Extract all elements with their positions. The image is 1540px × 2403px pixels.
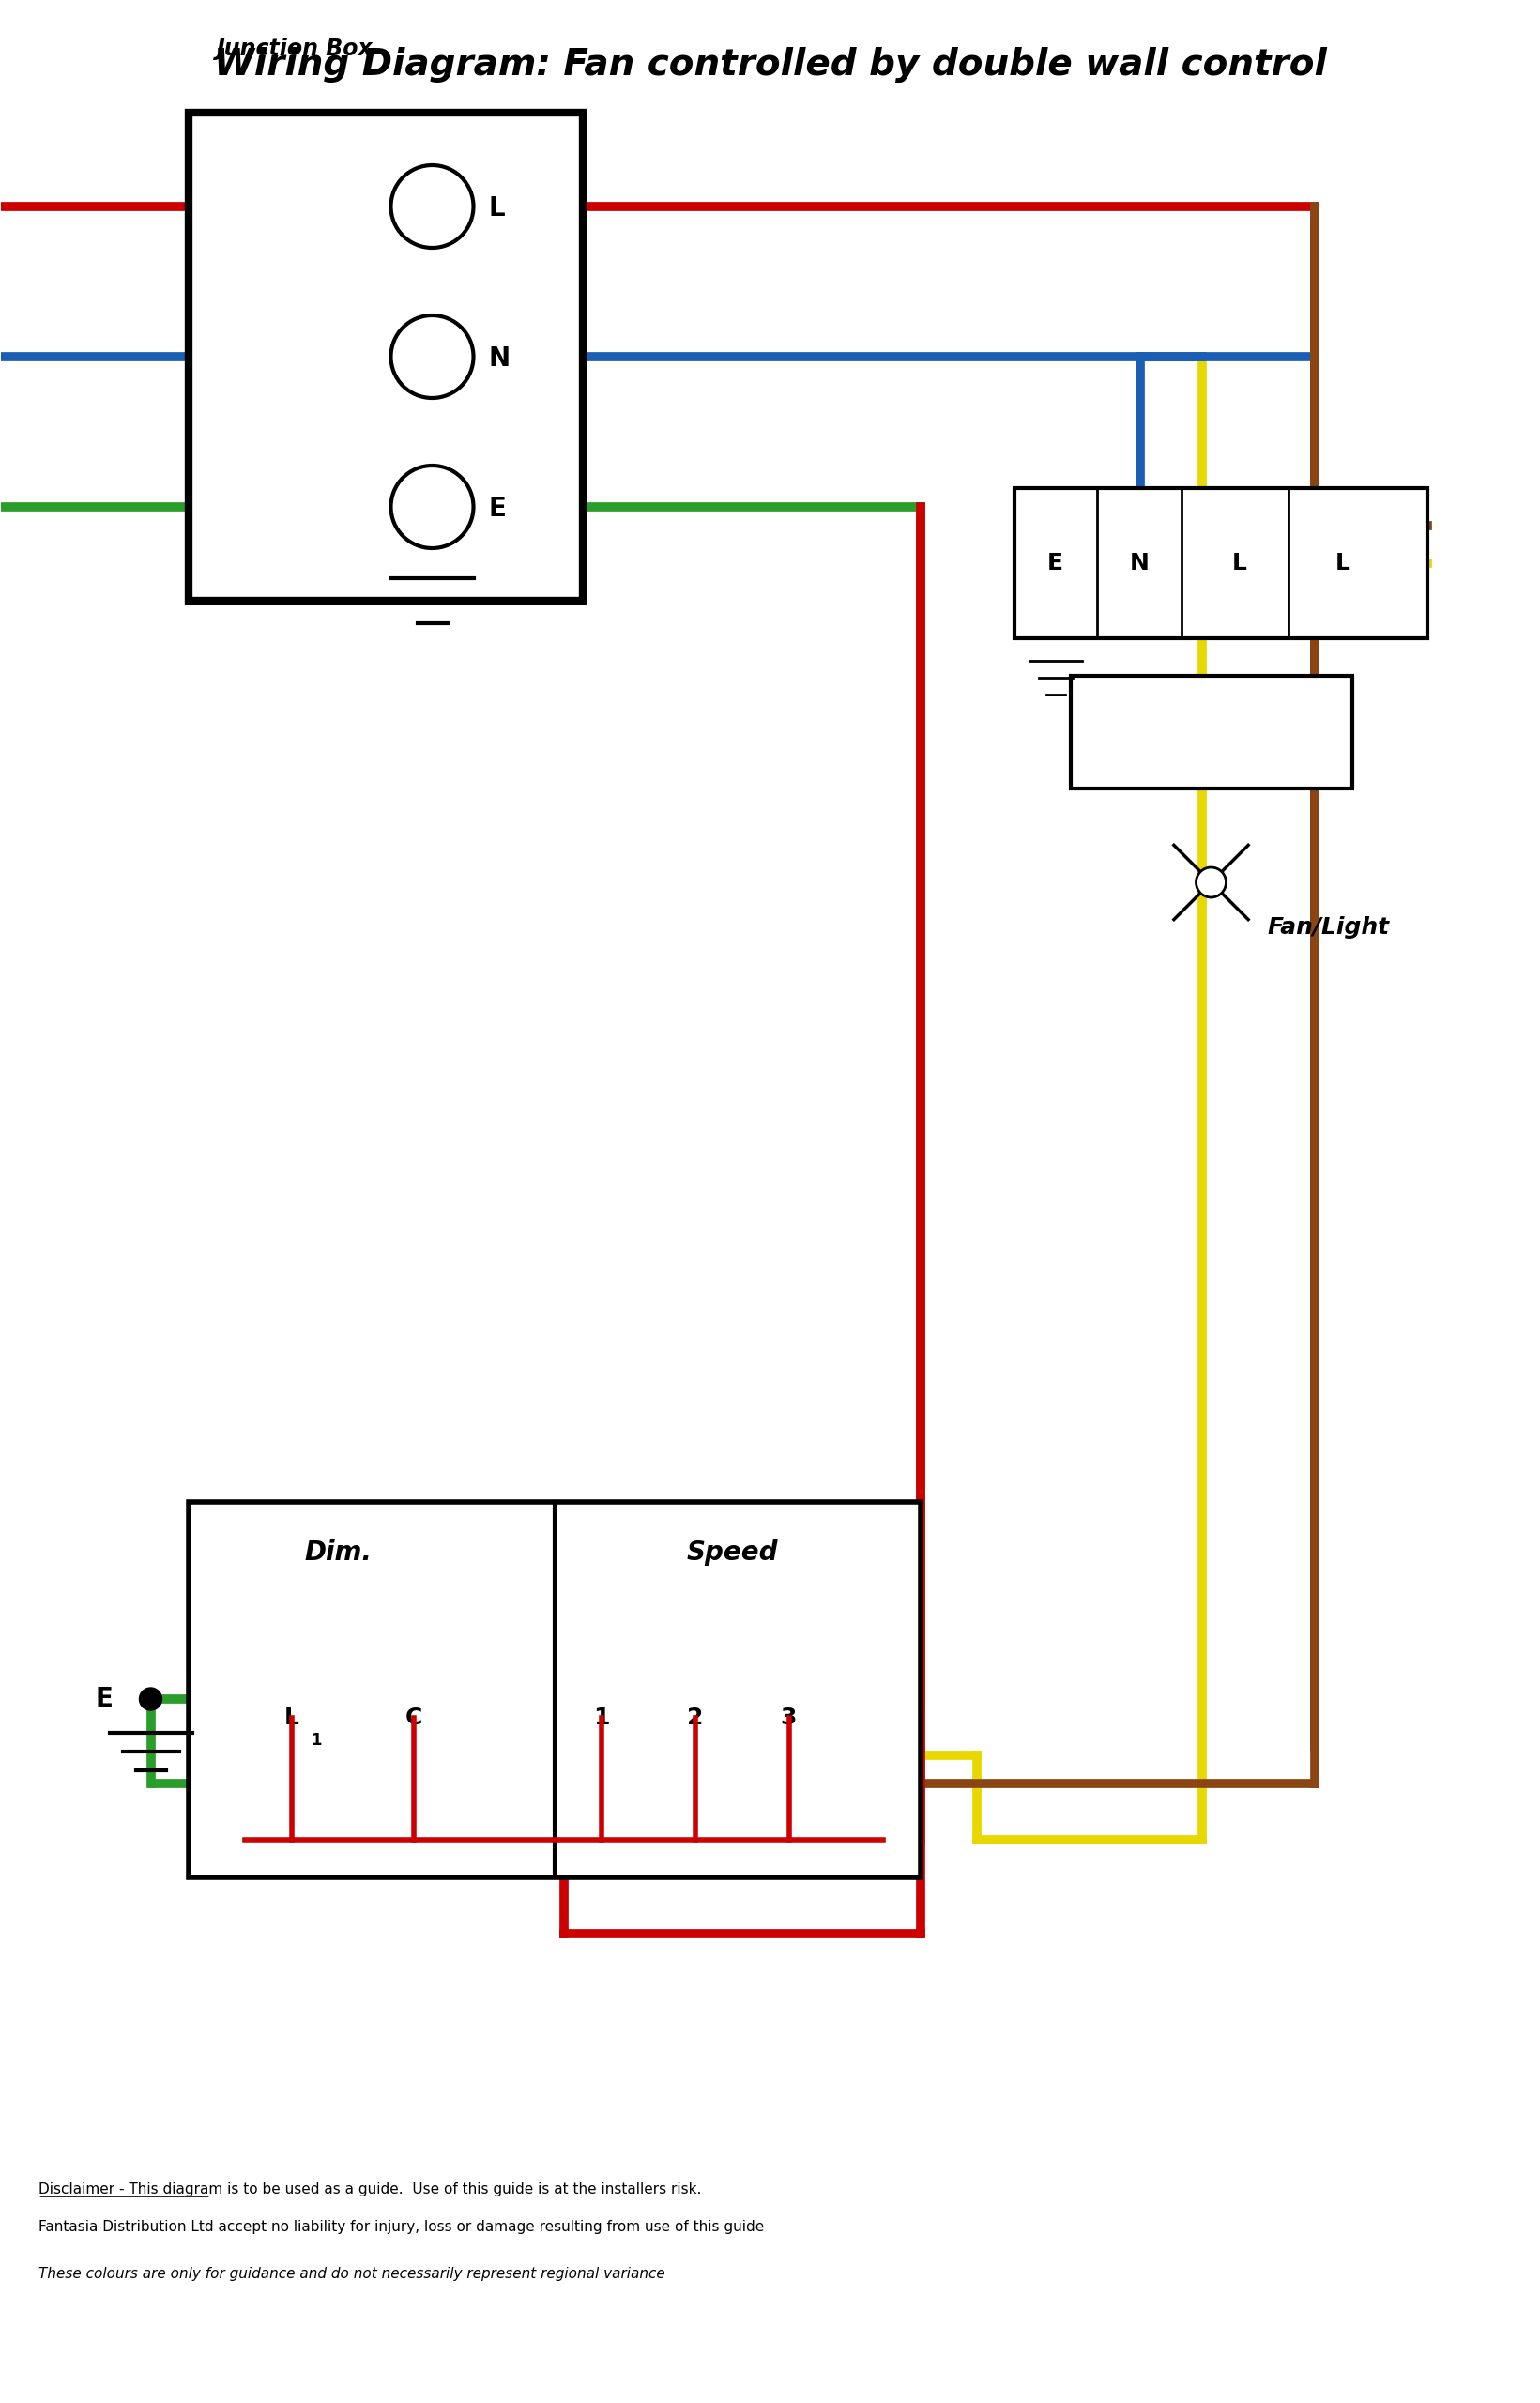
Text: These colours are only for guidance and do not necessarily represent regional va: These colours are only for guidance and … xyxy=(39,2266,665,2280)
Text: L: L xyxy=(488,195,505,221)
Circle shape xyxy=(139,1687,162,1711)
Text: E: E xyxy=(488,495,507,521)
Text: Junction Box: Junction Box xyxy=(216,38,373,60)
Text: 3: 3 xyxy=(781,1706,796,1730)
Text: L: L xyxy=(1335,553,1351,574)
Circle shape xyxy=(391,466,473,548)
Text: 1: 1 xyxy=(593,1706,610,1730)
Text: Wiring Diagram: Fan controlled by double wall control: Wiring Diagram: Fan controlled by double… xyxy=(214,48,1326,82)
Bar xyxy=(1070,675,1352,788)
Circle shape xyxy=(1197,867,1226,896)
Text: L: L xyxy=(283,1706,299,1730)
Text: Disclaimer - This diagram is to be used as a guide.  Use of this guide is at the: Disclaimer - This diagram is to be used … xyxy=(39,2182,701,2196)
Circle shape xyxy=(391,166,473,248)
Text: Speed: Speed xyxy=(687,1540,778,1567)
Text: E: E xyxy=(1047,553,1063,574)
Text: 2: 2 xyxy=(687,1706,704,1730)
Bar xyxy=(188,113,582,601)
Text: C: C xyxy=(405,1706,422,1730)
Text: E: E xyxy=(95,1687,112,1711)
Circle shape xyxy=(391,315,473,399)
Bar xyxy=(188,1502,921,1877)
Text: N: N xyxy=(1130,553,1149,574)
Text: L: L xyxy=(1232,553,1247,574)
Text: Dim.: Dim. xyxy=(305,1540,373,1567)
Bar xyxy=(1013,488,1428,639)
Text: Fantasia Distribution Ltd accept no liability for injury, loss or damage resulti: Fantasia Distribution Ltd accept no liab… xyxy=(39,2220,764,2235)
Text: Fan/Light: Fan/Light xyxy=(1267,916,1389,940)
Text: 1: 1 xyxy=(311,1733,322,1749)
Text: N: N xyxy=(488,346,510,372)
